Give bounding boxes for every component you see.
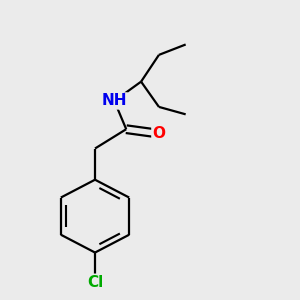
Text: NH: NH	[102, 94, 127, 109]
Text: Cl: Cl	[87, 275, 103, 290]
Text: O: O	[152, 126, 165, 141]
